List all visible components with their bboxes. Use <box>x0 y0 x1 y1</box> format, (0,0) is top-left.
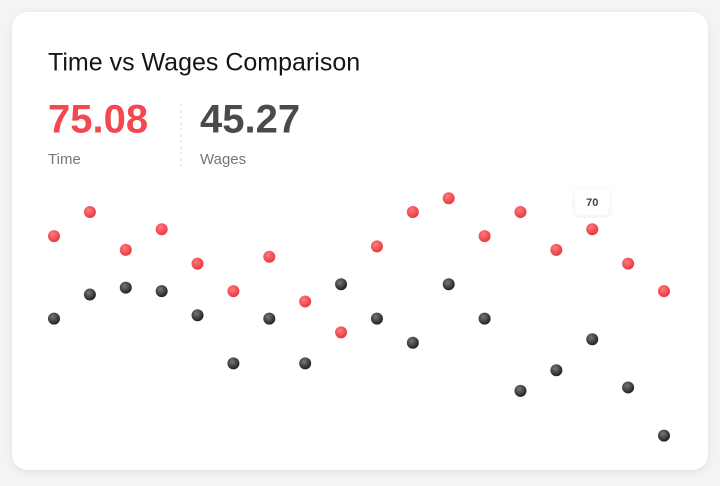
card <box>12 12 708 470</box>
dot <box>622 381 635 394</box>
dot <box>478 312 491 325</box>
summary-value: 75.08 <box>48 98 148 142</box>
dot <box>406 206 419 218</box>
dot <box>442 192 455 205</box>
dot <box>550 243 563 256</box>
dot <box>119 243 132 256</box>
legend-label: Time <box>48 151 81 168</box>
dot <box>514 384 527 397</box>
chart-title: Time vs Wages Comparison <box>48 49 360 77</box>
dot <box>191 309 204 322</box>
dot <box>335 278 348 291</box>
dot <box>83 288 96 301</box>
dot <box>370 240 383 253</box>
summary-value: 45.27 <box>200 98 300 142</box>
dot <box>263 312 276 325</box>
dot <box>406 336 419 349</box>
dot <box>658 285 670 298</box>
dot <box>48 312 60 325</box>
dot <box>622 257 635 270</box>
tooltip <box>575 189 610 216</box>
dot <box>586 333 599 346</box>
dot <box>299 295 312 308</box>
dot <box>263 250 276 263</box>
legend-label: Wages <box>200 151 246 168</box>
dot <box>191 257 204 270</box>
dot <box>442 278 455 291</box>
dot <box>299 357 312 370</box>
dot <box>227 285 240 298</box>
dot <box>119 281 132 294</box>
dot <box>586 223 599 236</box>
dot <box>658 429 670 442</box>
dot <box>478 230 491 243</box>
dot <box>48 230 60 243</box>
tooltip-label: 70 <box>586 197 598 209</box>
dot <box>155 285 168 298</box>
dot <box>155 223 168 236</box>
dot <box>370 312 383 325</box>
dot <box>335 326 348 339</box>
dot <box>550 364 563 377</box>
dot <box>227 357 240 370</box>
dot <box>514 206 527 218</box>
dot <box>83 206 96 218</box>
